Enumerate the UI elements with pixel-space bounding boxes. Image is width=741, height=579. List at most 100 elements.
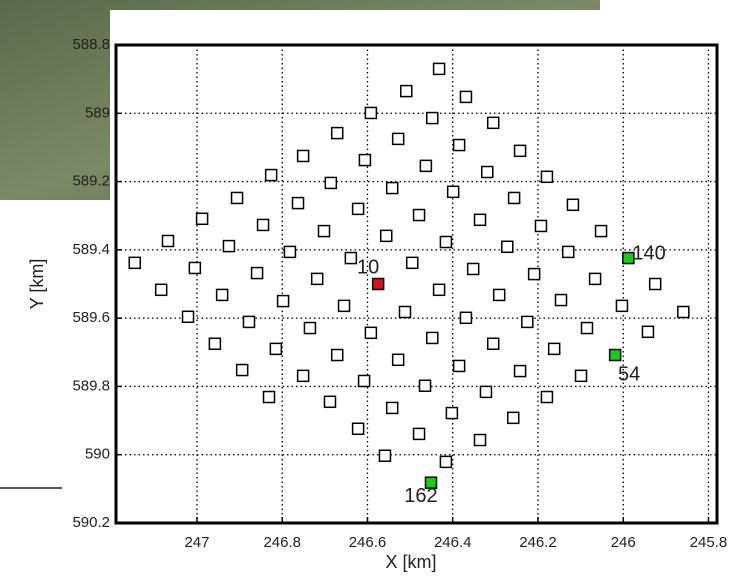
marker xyxy=(407,257,418,268)
marker xyxy=(381,230,392,241)
marker xyxy=(414,428,425,439)
marker xyxy=(427,113,438,124)
x-tick-label: 247 xyxy=(184,534,209,551)
marker xyxy=(387,402,398,413)
marker xyxy=(387,183,398,194)
marker xyxy=(535,220,546,231)
marker xyxy=(163,235,174,246)
marker xyxy=(549,343,560,354)
marker xyxy=(325,177,336,188)
y-tick-label: 589.8 xyxy=(72,377,110,394)
marker xyxy=(339,300,350,311)
x-tick-label: 246.2 xyxy=(519,534,557,551)
marker xyxy=(555,295,566,306)
marker xyxy=(414,210,425,221)
marker xyxy=(460,91,471,102)
y-axis-label: Y [km] xyxy=(27,259,47,310)
marker xyxy=(399,306,410,317)
marker xyxy=(502,241,513,252)
x-tick-label: 246.4 xyxy=(434,534,472,551)
marker xyxy=(359,375,370,386)
marker xyxy=(475,435,486,446)
marker xyxy=(529,269,540,280)
marker xyxy=(576,370,587,381)
marker xyxy=(379,450,390,461)
marker xyxy=(312,273,323,284)
marker xyxy=(298,150,309,161)
y-tick-label: 589.6 xyxy=(72,309,110,326)
marker xyxy=(642,326,653,337)
marker xyxy=(446,408,457,419)
marker xyxy=(258,219,269,230)
marker xyxy=(298,370,309,381)
marker xyxy=(541,392,552,403)
marker xyxy=(482,167,493,178)
marker xyxy=(434,63,445,74)
marker xyxy=(460,312,471,323)
marker xyxy=(324,396,335,407)
marker xyxy=(353,203,364,214)
marker xyxy=(359,155,370,166)
marker xyxy=(217,289,228,300)
marker xyxy=(266,170,277,181)
marker xyxy=(252,268,263,279)
marker xyxy=(189,262,200,273)
marker xyxy=(304,323,315,334)
y-tick-label: 590.2 xyxy=(72,514,110,531)
x-tick-label: 246.8 xyxy=(263,534,301,551)
marker xyxy=(197,213,208,224)
x-tick-label: 246 xyxy=(611,534,636,551)
marker xyxy=(232,192,243,203)
marker xyxy=(365,327,376,338)
marker xyxy=(678,306,689,317)
marker xyxy=(345,253,356,264)
y-tick-label: 589.4 xyxy=(72,241,110,258)
marker xyxy=(488,117,499,128)
marker xyxy=(293,198,304,209)
marker xyxy=(448,186,459,197)
y-tick-label: 589 xyxy=(85,104,110,121)
marker xyxy=(353,423,364,434)
y-tick-label: 590 xyxy=(85,446,110,463)
marker xyxy=(270,343,281,354)
x-tick-label: 246.6 xyxy=(349,534,387,551)
y-tick-label: 589.2 xyxy=(72,173,110,190)
marker xyxy=(156,284,167,295)
marker xyxy=(480,386,491,397)
marker xyxy=(563,246,574,257)
marker xyxy=(332,128,343,139)
marker xyxy=(494,289,505,300)
marker xyxy=(393,354,404,365)
marker xyxy=(264,392,275,403)
plot-area xyxy=(116,45,717,523)
marker xyxy=(616,300,627,311)
marker xyxy=(515,145,526,156)
marker xyxy=(454,360,465,371)
marker xyxy=(590,273,601,284)
marker xyxy=(468,263,479,274)
highlight-marker xyxy=(373,279,384,290)
marker xyxy=(515,366,526,377)
chart: X [km] Y [km] 247246.8246.6246.4246.2246… xyxy=(0,0,741,579)
marker xyxy=(401,86,412,97)
annotation: 162 xyxy=(404,485,437,507)
marker xyxy=(596,226,607,237)
marker xyxy=(393,133,404,144)
marker xyxy=(475,214,486,225)
marker xyxy=(223,241,234,252)
marker xyxy=(319,226,330,237)
annotation: 10 xyxy=(357,256,379,278)
marker xyxy=(420,380,431,391)
marker xyxy=(440,456,451,467)
marker xyxy=(237,365,248,376)
marker xyxy=(365,107,376,118)
marker xyxy=(243,316,254,327)
page: {"chart_data": {"type": "scatter", "xlab… xyxy=(0,0,741,579)
marker xyxy=(508,412,519,423)
highlight-marker xyxy=(610,350,621,361)
marker xyxy=(581,323,592,334)
marker xyxy=(332,350,343,361)
annotation: 54 xyxy=(618,363,640,385)
marker xyxy=(420,160,431,171)
marker xyxy=(284,246,295,257)
